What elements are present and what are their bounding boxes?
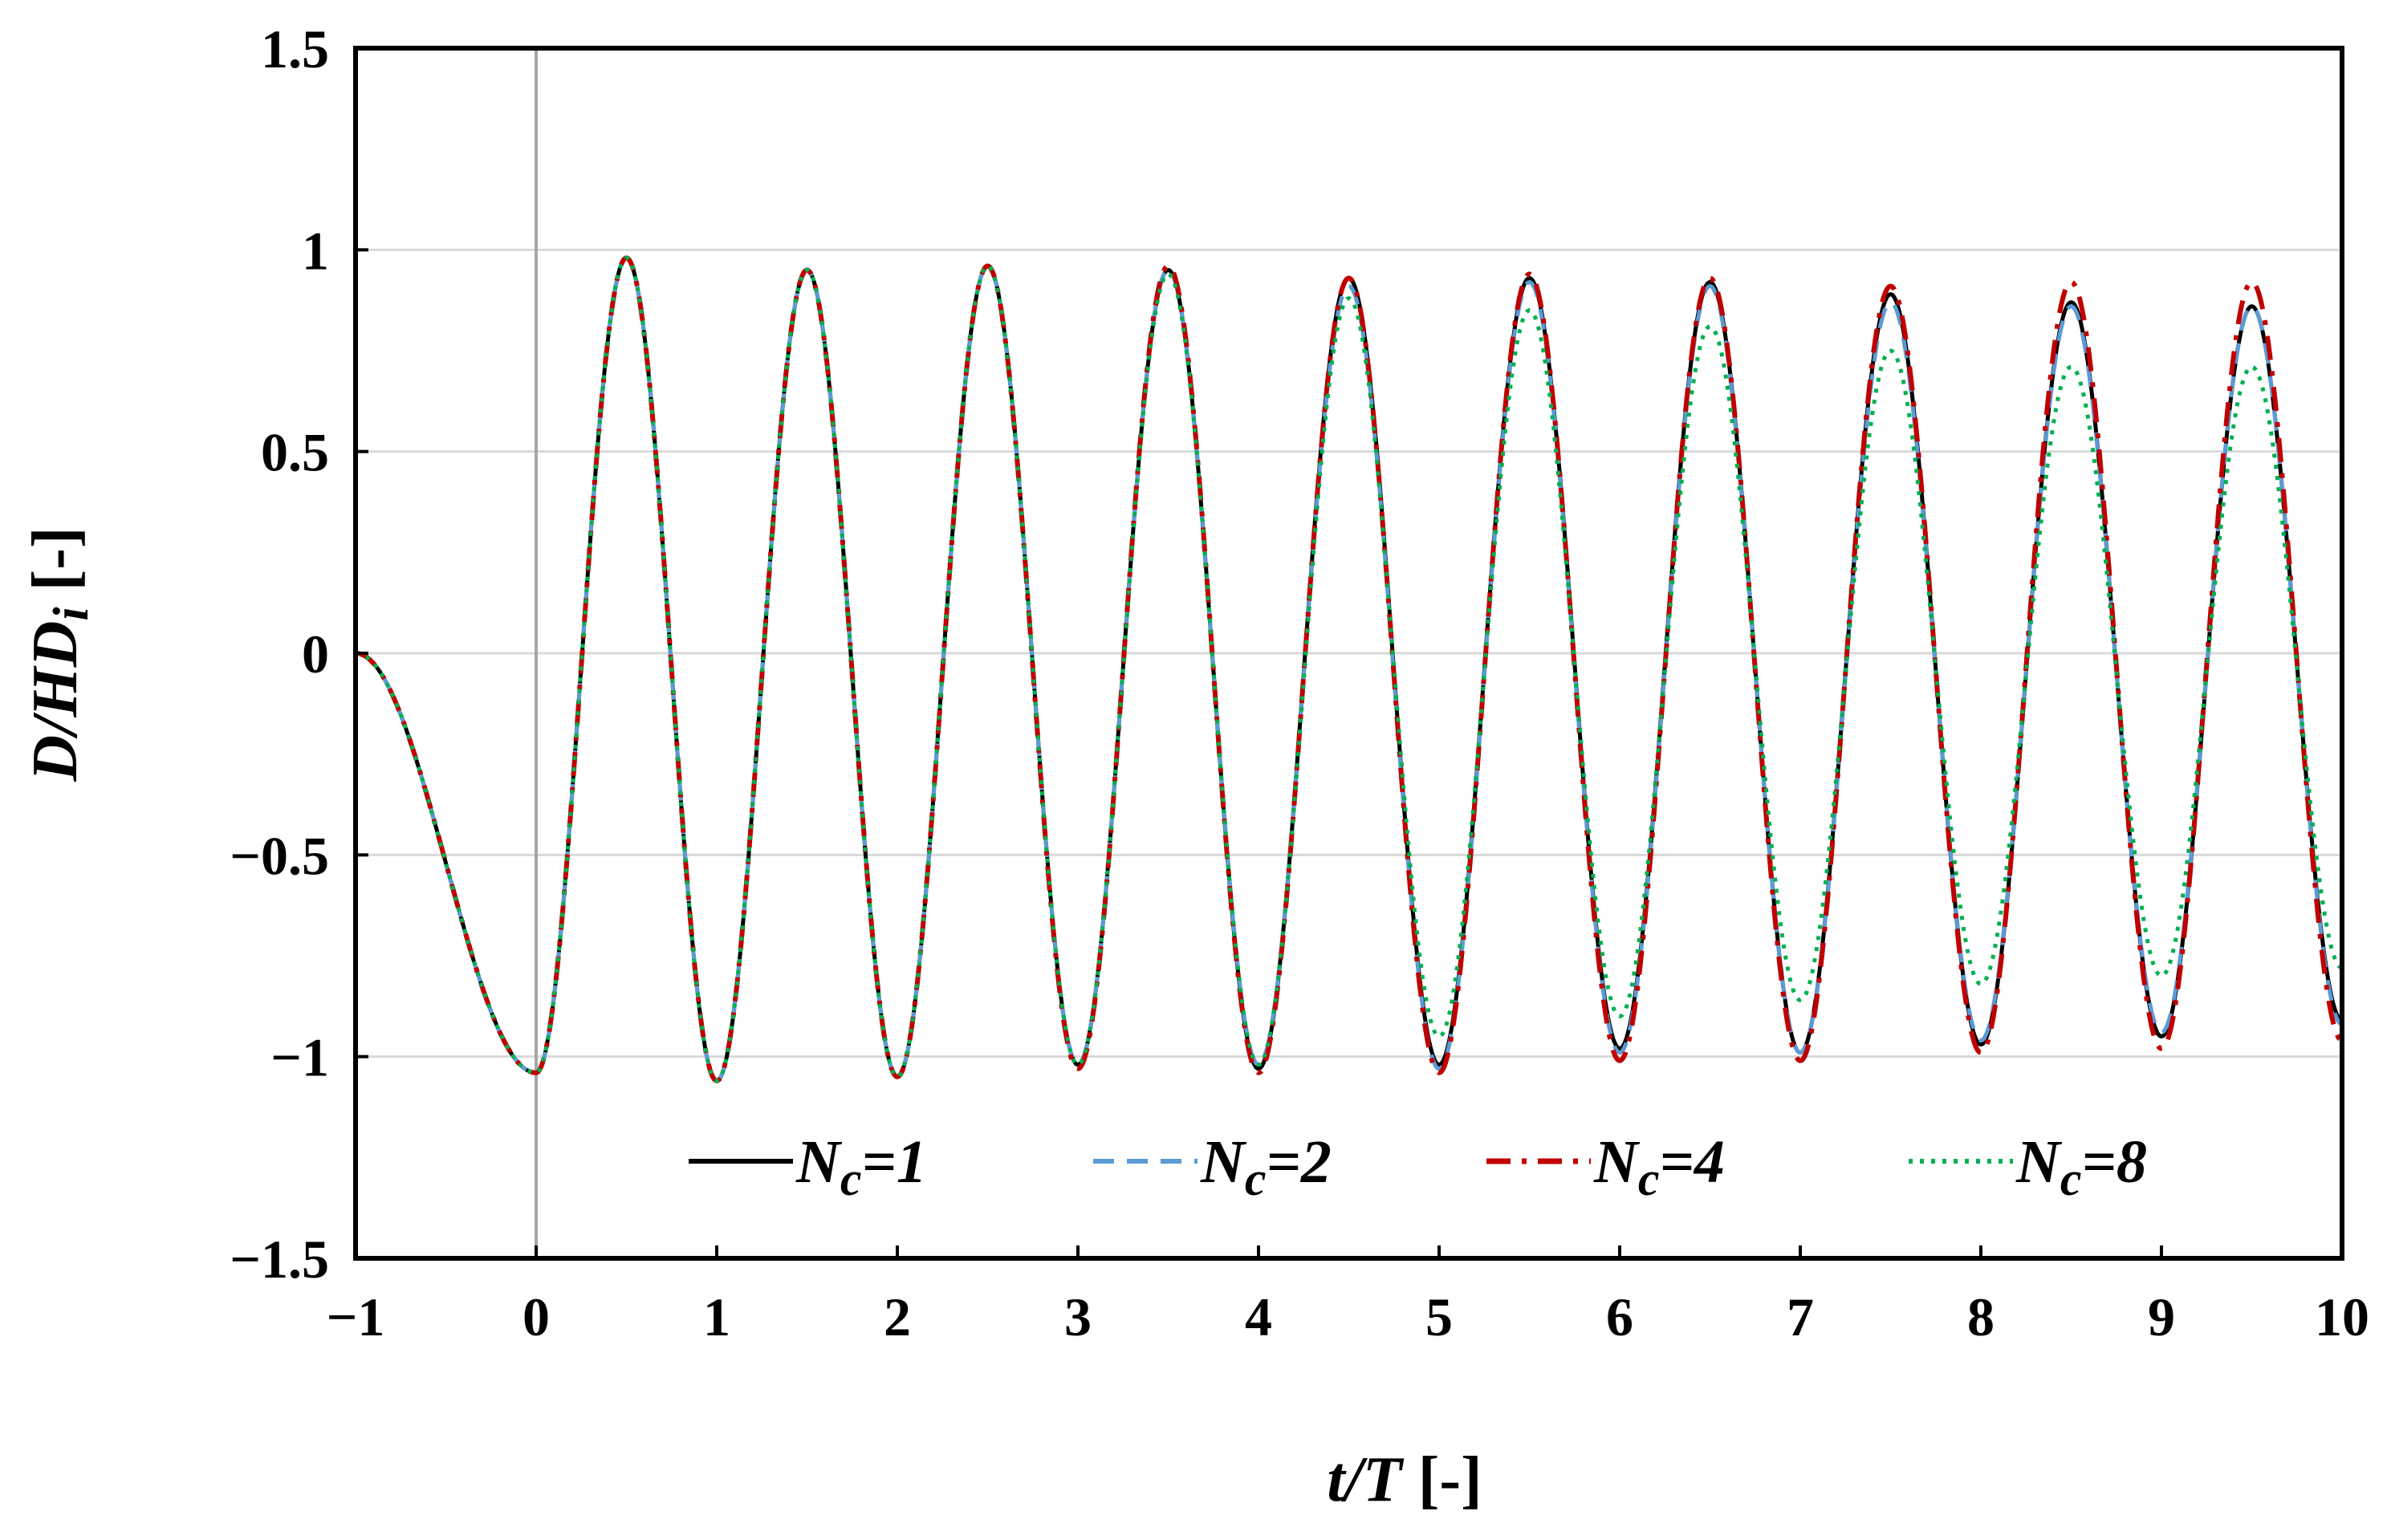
x-tick-label-9: 8 xyxy=(1967,1286,1995,1347)
x-tick-label-8: 7 xyxy=(1787,1286,1814,1347)
series-line-4 xyxy=(354,255,2344,1083)
x-tick-label-2: 1 xyxy=(703,1286,730,1347)
y-tick-label-2: −0.5 xyxy=(230,825,329,886)
y-axis-title-unit: [-] xyxy=(20,526,91,591)
x-tick-label-6: 5 xyxy=(1425,1286,1453,1347)
x-tick-label-11: 10 xyxy=(2315,1286,2369,1347)
legend-label-2: Nc=2 xyxy=(1200,1128,1332,1205)
legend-item-1: Nc=1 xyxy=(689,1128,927,1205)
legend-item-4: Nc=8 xyxy=(1909,1128,2147,1205)
legend: Nc=1 Nc=2 Nc=4 Nc=8 xyxy=(689,1128,2147,1205)
y-tick-label-1: −1 xyxy=(270,1027,329,1088)
y-tick-label-0: −1.5 xyxy=(230,1229,329,1290)
x-tick-label-3: 2 xyxy=(884,1286,911,1347)
series-line-1 xyxy=(354,255,2344,1083)
x-tick-label-1: 0 xyxy=(523,1286,550,1347)
x-axis-title: t/T [-] xyxy=(1327,1445,1482,1515)
y-tick-label-5: 1 xyxy=(302,220,329,281)
y-tick-label-3: 0 xyxy=(302,624,329,685)
legend-label-3: Nc=4 xyxy=(1593,1128,1725,1205)
x-tick-label-10: 9 xyxy=(2148,1286,2175,1347)
gridlines xyxy=(356,248,2342,1058)
series-layer xyxy=(354,255,2344,1083)
y-axis-title-subscript: i xyxy=(44,607,99,620)
legend-item-2: Nc=2 xyxy=(1093,1128,1332,1205)
y-axis-ticks: −1.5 −1 −0.5 0 0.5 1 1.5 xyxy=(230,18,368,1290)
y-axis-title-var: D/HD xyxy=(20,621,91,782)
series-line-2 xyxy=(354,255,2344,1083)
x-tick-label-5: 4 xyxy=(1245,1286,1272,1347)
x-tick-label-0: −1 xyxy=(327,1286,385,1347)
x-tick-label-4: 3 xyxy=(1064,1286,1092,1347)
x-tick-label-7: 6 xyxy=(1606,1286,1633,1347)
y-tick-label-4: 0.5 xyxy=(261,422,329,483)
legend-label-4: Nc=8 xyxy=(2015,1128,2147,1205)
series-line-3 xyxy=(354,255,2344,1083)
legend-item-3: Nc=4 xyxy=(1486,1128,1725,1205)
x-axis-title-unit: [-] xyxy=(1418,1445,1482,1515)
legend-label-1: Nc=1 xyxy=(795,1128,927,1205)
y-axis-title: D/HDi [-] xyxy=(20,526,99,782)
x-axis-title-var: t/T xyxy=(1327,1445,1404,1515)
y-tick-label-6: 1.5 xyxy=(261,18,329,79)
x-axis-ticks: −1 0 1 2 3 4 5 6 7 8 9 10 xyxy=(327,1245,2369,1347)
